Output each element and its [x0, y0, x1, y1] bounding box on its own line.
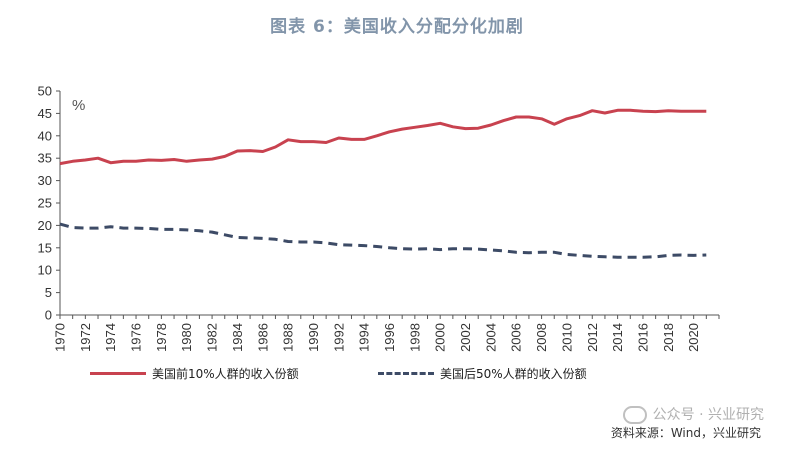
x-tick-label: 2000 — [433, 323, 448, 352]
legend-swatch-top10 — [90, 372, 146, 375]
source-note: 资料来源：Wind，兴业研究 — [610, 426, 761, 440]
x-tick-label: 1984 — [230, 323, 245, 352]
y-tick-label: 10 — [38, 263, 52, 278]
x-tick-label: 1982 — [205, 323, 220, 352]
x-tick-label: 2014 — [610, 323, 625, 352]
x-tick-label: 1992 — [331, 323, 346, 352]
y-tick-label: 0 — [45, 308, 52, 323]
wechat-icon — [622, 406, 647, 424]
x-tick-label: 1970 — [53, 323, 68, 352]
x-tick-label: 2008 — [534, 323, 549, 352]
x-tick-label: 1986 — [255, 323, 270, 352]
legend-label-top10: 美国前10%人群的收入份额 — [152, 367, 299, 381]
legend-swatch-bottom50 — [378, 372, 434, 375]
y-tick-label: 20 — [38, 218, 52, 233]
x-tick-label: 2006 — [509, 323, 524, 352]
x-tick-label: 1994 — [357, 323, 372, 352]
y-tick-label: 5 — [45, 285, 52, 300]
x-tick-label: 2018 — [661, 323, 676, 352]
x-tick-label: 2016 — [635, 323, 650, 352]
legend-item-bottom50: 美国后50%人群的收入份额 — [378, 365, 587, 382]
x-tick-label: 2012 — [585, 323, 600, 352]
y-tick-label: 50 — [38, 84, 52, 99]
legend-label-bottom50: 美国后50%人群的收入份额 — [440, 367, 587, 381]
x-tick-label: 2020 — [686, 323, 701, 352]
y-tick-label: 35 — [38, 151, 52, 166]
x-tick-label: 2004 — [483, 323, 498, 352]
y-tick-label: 40 — [38, 128, 52, 143]
y-tick-label: 25 — [38, 196, 52, 211]
x-tick-label: 1978 — [154, 323, 169, 352]
watermark: 公众号 · 兴业研究 — [622, 404, 764, 424]
series-line-bottom50 — [59, 222, 707, 259]
x-tick-label: 1988 — [281, 323, 296, 352]
legend-item-top10: 美国前10%人群的收入份额 — [90, 365, 299, 382]
series-line-top10 — [59, 108, 707, 166]
y-tick-label: 30 — [38, 173, 52, 188]
x-tick-label: 1998 — [407, 323, 422, 352]
x-tick-label: 1980 — [179, 323, 194, 352]
x-tick-label: 1976 — [129, 323, 144, 352]
y-tick-label: 45 — [38, 106, 52, 121]
chart-title: 图表 6：美国收入分配分化加剧 — [270, 17, 524, 37]
x-tick-label: 1974 — [103, 323, 118, 352]
x-tick-label: 1972 — [78, 323, 93, 352]
x-tick-label: 1990 — [306, 323, 321, 352]
x-tick-label: 2010 — [559, 323, 574, 352]
x-tick-label: 2002 — [458, 323, 473, 352]
watermark-text: 公众号 · 兴业研究 — [652, 407, 764, 423]
x-tick-label: 1996 — [382, 323, 397, 352]
unit-label: % — [72, 97, 85, 114]
y-tick-label: 15 — [38, 240, 52, 255]
